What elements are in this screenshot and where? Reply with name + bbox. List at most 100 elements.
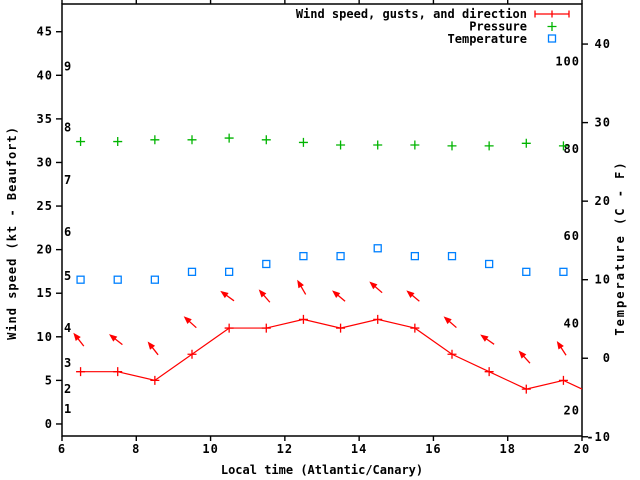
axis-ticks (56, 0, 588, 441)
wind-direction-arrow (518, 350, 531, 364)
pressure-point (447, 141, 457, 151)
tick-label: 20 (574, 442, 590, 456)
legend-label-wind: Wind speed, gusts, and direction (296, 7, 527, 21)
wind-direction-arrow (369, 281, 383, 294)
y-axis-title-right: Temperature (C - F) (613, 160, 627, 335)
tick-label: 10 (37, 330, 53, 344)
wind-direction-arrow (443, 316, 457, 329)
arrow-head (183, 316, 192, 325)
fahrenheit-scale-label: 20 (564, 404, 580, 418)
temperature-point (559, 267, 568, 276)
arrow-head (443, 316, 452, 325)
pressure-point (336, 140, 346, 150)
tick-label: 25 (37, 199, 53, 213)
wind-speed-point (410, 323, 420, 333)
tick-label: 20 (37, 243, 53, 257)
wind-direction-arrow (258, 289, 271, 303)
beaufort-scale-label: 5 (64, 269, 72, 283)
fahrenheit-scale-label: 60 (564, 229, 580, 243)
tick-label: 45 (37, 25, 53, 39)
temperature-point (113, 275, 122, 284)
beaufort-scale-label: 4 (64, 321, 72, 335)
wind-direction-arrow (332, 290, 346, 302)
tick-label: 35 (37, 112, 53, 126)
wind-speed-point (447, 349, 457, 359)
tick-label: 0 (603, 351, 611, 365)
tick-label: 30 (595, 116, 611, 130)
wind-direction-arrow (406, 290, 420, 302)
tick-label: 20 (595, 194, 611, 208)
tick-label: 10 (595, 273, 611, 287)
arrow-head (297, 279, 304, 289)
tick-label: 6 (58, 442, 66, 456)
temperature-point (336, 251, 345, 261)
wind-direction-arrow (73, 332, 85, 347)
wind-speed-point (336, 323, 346, 333)
legend-symbols (534, 10, 570, 43)
temperature-point (150, 275, 160, 284)
wind-direction-arrow (556, 341, 567, 356)
pressure-point (224, 133, 234, 143)
pressure-point (484, 141, 494, 151)
pressure-point (298, 137, 308, 147)
temperature-point (410, 251, 420, 261)
pressure-point (76, 137, 86, 147)
arrow-head (480, 334, 489, 342)
tick-label: 16 (425, 442, 441, 456)
temperature-point (447, 251, 457, 261)
beaufort-scale-label: 1 (64, 402, 72, 416)
fahrenheit-scale-label: 80 (564, 142, 580, 156)
tick-label: 14 (351, 442, 367, 456)
wind-direction-arrow (480, 334, 495, 345)
wind-speed-point (558, 375, 568, 385)
beaufort-scale-label: 8 (64, 121, 72, 135)
pressure-point (150, 135, 160, 145)
temperature-point (76, 275, 85, 284)
legend-errorbar-icon (534, 10, 570, 18)
tick-label: 30 (37, 155, 53, 169)
wind-direction-arrow (297, 279, 307, 295)
arrow-head (73, 332, 81, 341)
wind-speed-point (261, 323, 271, 333)
temperature-point (373, 244, 382, 253)
pressure-point (410, 140, 420, 150)
wind-speed-point (521, 384, 531, 394)
arrow-head (406, 290, 415, 298)
fahrenheit-scale-label: 40 (564, 316, 580, 330)
tick-label: 0 (45, 417, 53, 431)
wind-speed-point (150, 375, 160, 385)
inner-scale-labels: 1 2 3 4 5 6 7 8 9 20 40 60 80 100 (64, 55, 580, 418)
temperature-point (299, 251, 308, 261)
pressure-point (373, 140, 383, 150)
pressure-point (261, 135, 271, 145)
tick-label: 8 (132, 442, 140, 456)
tick-label: 18 (499, 442, 515, 456)
arrow-head (332, 290, 341, 298)
arrow-head (220, 290, 229, 299)
temperature-point (187, 267, 197, 276)
legend-label-pressure: Pressure (469, 20, 527, 34)
tick-label: 40 (595, 37, 611, 51)
wind-speed-point (224, 323, 234, 333)
tick-label: 5 (45, 373, 53, 387)
temperature-point (224, 267, 234, 276)
pressure-point (187, 135, 197, 145)
arrow-head (369, 281, 378, 290)
beaufort-scale-label: 7 (64, 173, 72, 187)
arrow-head (518, 350, 527, 359)
arrow-head (556, 341, 564, 350)
pressure-point (521, 138, 531, 148)
legend-plus-icon (547, 22, 557, 31)
wind-speed-point (298, 314, 308, 324)
wind-speed-point (484, 367, 494, 377)
tick-label: 40 (37, 68, 53, 82)
arrow-head (147, 341, 156, 350)
tick-label: -10 (586, 430, 611, 444)
temperature-point (484, 259, 494, 269)
beaufort-scale-label: 9 (64, 60, 72, 74)
wind-direction-arrow (147, 341, 159, 356)
temperature-point (522, 267, 531, 276)
wind-direction-arrow (109, 334, 123, 346)
wind-speed-line (80, 318, 583, 390)
